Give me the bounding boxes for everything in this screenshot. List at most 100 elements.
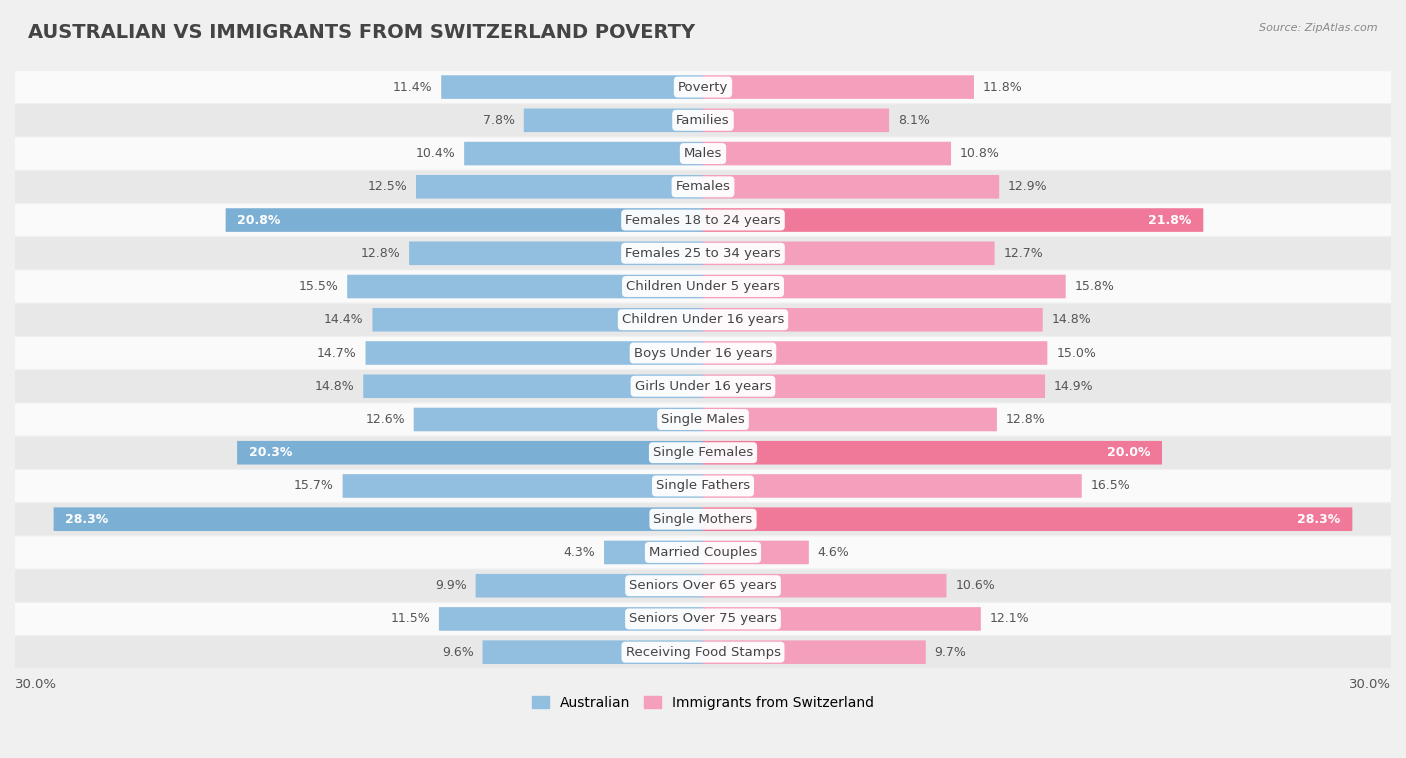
- Text: 15.8%: 15.8%: [1074, 280, 1115, 293]
- Text: Females 25 to 34 years: Females 25 to 34 years: [626, 247, 780, 260]
- Text: Girls Under 16 years: Girls Under 16 years: [634, 380, 772, 393]
- FancyBboxPatch shape: [703, 607, 981, 631]
- Legend: Australian, Immigrants from Switzerland: Australian, Immigrants from Switzerland: [526, 690, 880, 715]
- Text: 12.8%: 12.8%: [1005, 413, 1046, 426]
- Text: Females 18 to 24 years: Females 18 to 24 years: [626, 214, 780, 227]
- FancyBboxPatch shape: [14, 171, 1392, 202]
- Text: Males: Males: [683, 147, 723, 160]
- Text: 12.8%: 12.8%: [360, 247, 401, 260]
- FancyBboxPatch shape: [238, 441, 703, 465]
- FancyBboxPatch shape: [14, 304, 1392, 336]
- Text: 30.0%: 30.0%: [1348, 678, 1391, 691]
- Text: 15.0%: 15.0%: [1056, 346, 1097, 359]
- FancyBboxPatch shape: [53, 507, 703, 531]
- Text: 28.3%: 28.3%: [1298, 512, 1340, 526]
- FancyBboxPatch shape: [703, 441, 1161, 465]
- FancyBboxPatch shape: [413, 408, 703, 431]
- Text: 16.5%: 16.5%: [1091, 480, 1130, 493]
- FancyBboxPatch shape: [363, 374, 703, 398]
- Text: AUSTRALIAN VS IMMIGRANTS FROM SWITZERLAND POVERTY: AUSTRALIAN VS IMMIGRANTS FROM SWITZERLAN…: [28, 23, 695, 42]
- FancyBboxPatch shape: [14, 470, 1392, 502]
- Text: 8.1%: 8.1%: [898, 114, 929, 127]
- Text: Females: Females: [675, 180, 731, 193]
- FancyBboxPatch shape: [14, 537, 1392, 568]
- Text: Families: Families: [676, 114, 730, 127]
- FancyBboxPatch shape: [14, 271, 1392, 302]
- Text: Poverty: Poverty: [678, 80, 728, 93]
- FancyBboxPatch shape: [703, 108, 889, 132]
- FancyBboxPatch shape: [14, 503, 1392, 535]
- Text: Boys Under 16 years: Boys Under 16 years: [634, 346, 772, 359]
- Text: 12.6%: 12.6%: [366, 413, 405, 426]
- FancyBboxPatch shape: [703, 274, 1066, 299]
- Text: 14.8%: 14.8%: [315, 380, 354, 393]
- FancyBboxPatch shape: [464, 142, 703, 165]
- FancyBboxPatch shape: [373, 308, 703, 331]
- FancyBboxPatch shape: [703, 374, 1045, 398]
- FancyBboxPatch shape: [482, 641, 703, 664]
- FancyBboxPatch shape: [14, 437, 1392, 468]
- Text: 14.4%: 14.4%: [323, 313, 364, 326]
- FancyBboxPatch shape: [14, 237, 1392, 269]
- FancyBboxPatch shape: [416, 175, 703, 199]
- Text: 11.5%: 11.5%: [391, 612, 430, 625]
- Text: 21.8%: 21.8%: [1149, 214, 1191, 227]
- Text: 9.9%: 9.9%: [434, 579, 467, 592]
- Text: 9.6%: 9.6%: [441, 646, 474, 659]
- FancyBboxPatch shape: [343, 475, 703, 498]
- FancyBboxPatch shape: [703, 175, 1000, 199]
- Text: 11.4%: 11.4%: [392, 80, 433, 93]
- Text: 12.1%: 12.1%: [990, 612, 1029, 625]
- FancyBboxPatch shape: [703, 75, 974, 99]
- Text: 12.7%: 12.7%: [1004, 247, 1043, 260]
- Text: Seniors Over 65 years: Seniors Over 65 years: [628, 579, 778, 592]
- Text: Single Males: Single Males: [661, 413, 745, 426]
- FancyBboxPatch shape: [605, 540, 703, 564]
- Text: 4.3%: 4.3%: [564, 546, 595, 559]
- FancyBboxPatch shape: [14, 204, 1392, 236]
- FancyBboxPatch shape: [524, 108, 703, 132]
- FancyBboxPatch shape: [225, 208, 703, 232]
- Text: 20.0%: 20.0%: [1107, 446, 1150, 459]
- Text: Source: ZipAtlas.com: Source: ZipAtlas.com: [1260, 23, 1378, 33]
- FancyBboxPatch shape: [14, 403, 1392, 435]
- FancyBboxPatch shape: [14, 371, 1392, 402]
- FancyBboxPatch shape: [475, 574, 703, 597]
- Text: 20.3%: 20.3%: [249, 446, 292, 459]
- FancyBboxPatch shape: [703, 408, 997, 431]
- Text: 4.6%: 4.6%: [818, 546, 849, 559]
- Text: 10.6%: 10.6%: [955, 579, 995, 592]
- Text: Receiving Food Stamps: Receiving Food Stamps: [626, 646, 780, 659]
- FancyBboxPatch shape: [409, 242, 703, 265]
- Text: 10.8%: 10.8%: [960, 147, 1000, 160]
- FancyBboxPatch shape: [14, 570, 1392, 602]
- Text: 15.7%: 15.7%: [294, 480, 333, 493]
- FancyBboxPatch shape: [441, 75, 703, 99]
- FancyBboxPatch shape: [14, 636, 1392, 668]
- FancyBboxPatch shape: [347, 274, 703, 299]
- Text: Children Under 16 years: Children Under 16 years: [621, 313, 785, 326]
- FancyBboxPatch shape: [703, 142, 950, 165]
- Text: Single Fathers: Single Fathers: [657, 480, 749, 493]
- FancyBboxPatch shape: [703, 208, 1204, 232]
- FancyBboxPatch shape: [14, 337, 1392, 369]
- Text: 14.7%: 14.7%: [316, 346, 357, 359]
- Text: 30.0%: 30.0%: [15, 678, 58, 691]
- Text: 10.4%: 10.4%: [416, 147, 456, 160]
- Text: 15.5%: 15.5%: [298, 280, 339, 293]
- Text: 7.8%: 7.8%: [482, 114, 515, 127]
- FancyBboxPatch shape: [14, 603, 1392, 635]
- FancyBboxPatch shape: [366, 341, 703, 365]
- FancyBboxPatch shape: [14, 138, 1392, 170]
- Text: Single Mothers: Single Mothers: [654, 512, 752, 526]
- Text: 12.5%: 12.5%: [367, 180, 408, 193]
- Text: 9.7%: 9.7%: [935, 646, 966, 659]
- Text: 14.8%: 14.8%: [1052, 313, 1091, 326]
- FancyBboxPatch shape: [703, 475, 1081, 498]
- Text: 11.8%: 11.8%: [983, 80, 1022, 93]
- Text: Single Females: Single Females: [652, 446, 754, 459]
- Text: 20.8%: 20.8%: [238, 214, 281, 227]
- Text: 28.3%: 28.3%: [66, 512, 108, 526]
- Text: Children Under 5 years: Children Under 5 years: [626, 280, 780, 293]
- FancyBboxPatch shape: [703, 242, 994, 265]
